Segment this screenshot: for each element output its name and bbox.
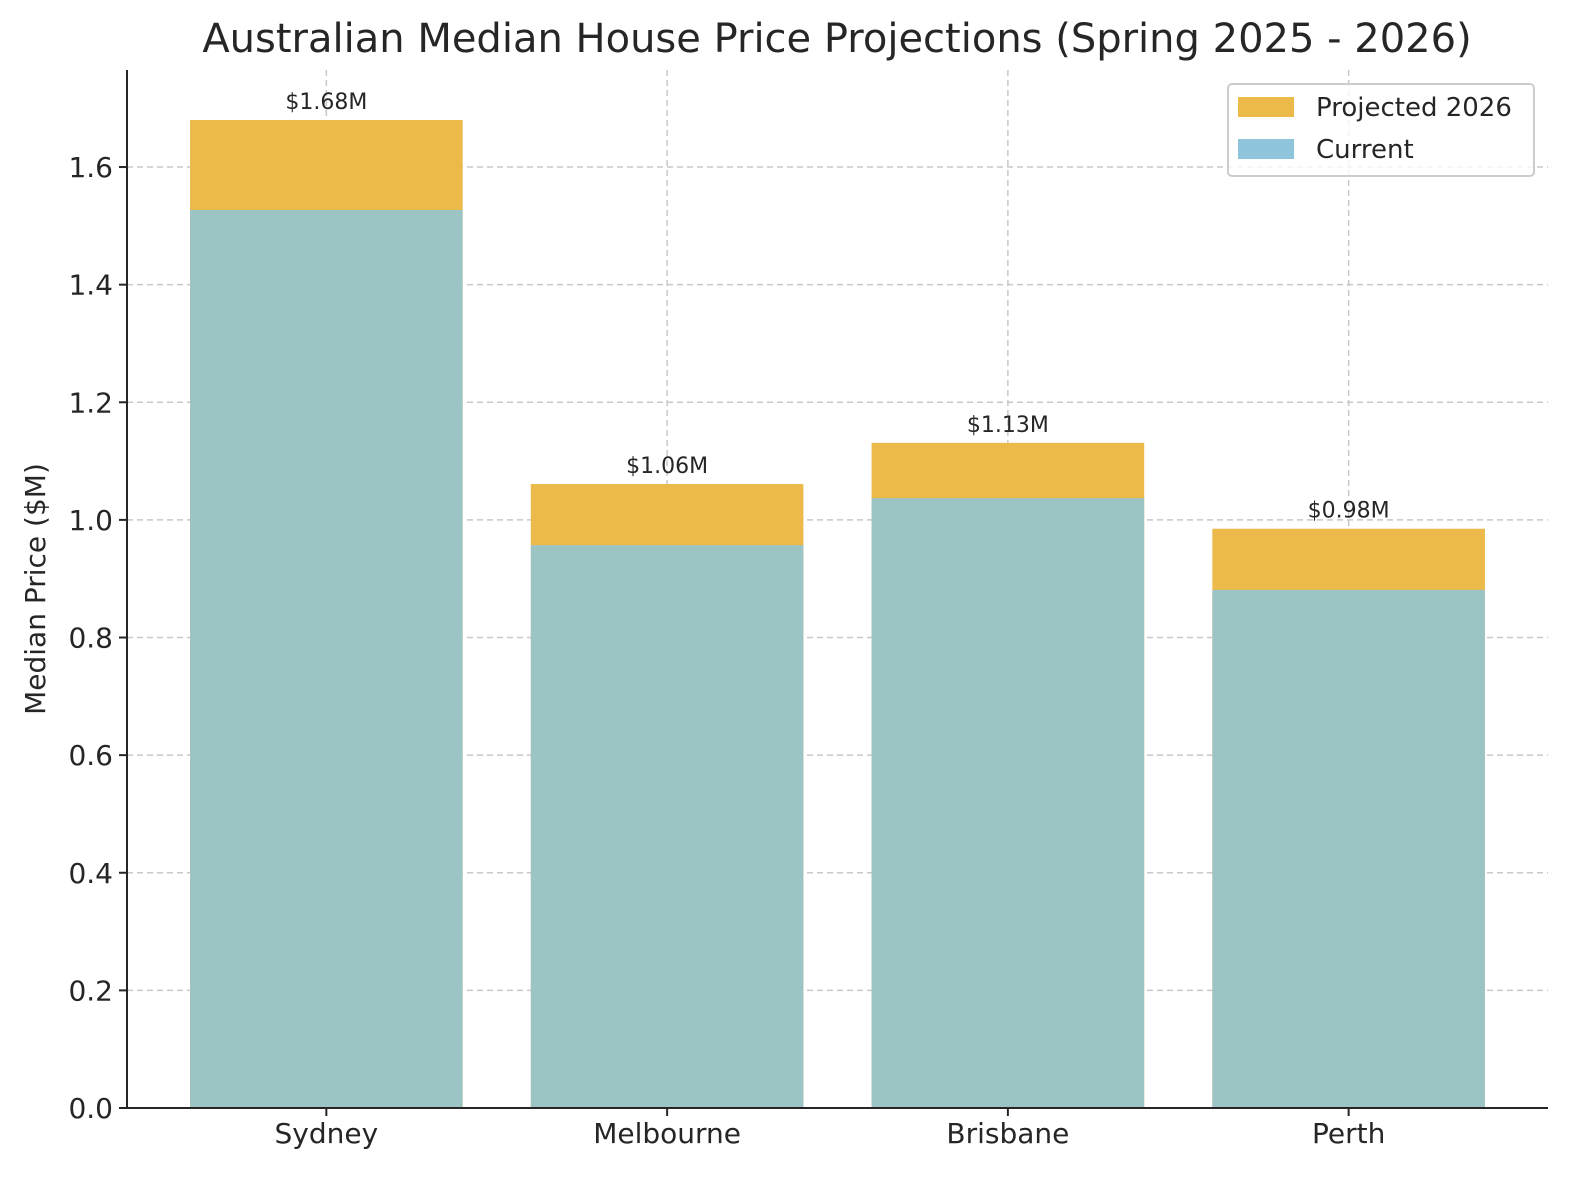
data-label: $1.13M xyxy=(967,413,1049,438)
data-label: $1.68M xyxy=(285,90,367,115)
y-axis-label: Median Price ($M) xyxy=(19,463,52,715)
legend-swatch-current xyxy=(1238,139,1294,159)
y-tick-label: 0.2 xyxy=(68,974,113,1007)
y-tick-label: 0.4 xyxy=(68,857,113,890)
data-label: $0.98M xyxy=(1308,499,1390,524)
data-label: $1.06M xyxy=(626,454,708,479)
x-tick-label: Melbourne xyxy=(593,1117,741,1150)
legend-label-current: Current xyxy=(1316,135,1414,165)
y-tick-label: 0.8 xyxy=(68,622,113,655)
y-tick-label: 1.2 xyxy=(68,386,113,419)
legend: Projected 2026 Current xyxy=(1227,83,1535,177)
x-tick-label: Sydney xyxy=(275,1117,379,1150)
y-tick-label: 0.6 xyxy=(68,739,113,772)
bars xyxy=(190,119,1485,1109)
y-tick-label: 1.4 xyxy=(68,269,113,302)
data-labels: $1.68M $1.06M $1.13M $0.98M xyxy=(285,90,1389,524)
axes: 0.0 0.2 0.4 0.6 0.8 1.0 1.2 1.4 1.6 Sydney Melbour… xyxy=(68,70,1548,1150)
chart-title: Australian Median House Price Projection… xyxy=(202,16,1471,62)
legend-label-projected: Projected 2026 xyxy=(1316,93,1512,123)
x-tick-label: Perth xyxy=(1312,1117,1385,1150)
bar-current xyxy=(1212,589,1485,1108)
bar-current xyxy=(530,545,804,1108)
legend-box xyxy=(1227,83,1535,177)
bar-current xyxy=(871,498,1145,1108)
y-tick-label: 1.6 xyxy=(68,151,113,184)
legend-swatch-projected xyxy=(1238,97,1294,117)
bar-current xyxy=(190,209,463,1109)
y-tick-label: 1.0 xyxy=(68,504,113,537)
x-tick-label: Brisbane xyxy=(946,1117,1069,1150)
y-tick-label: 0.0 xyxy=(68,1092,113,1125)
